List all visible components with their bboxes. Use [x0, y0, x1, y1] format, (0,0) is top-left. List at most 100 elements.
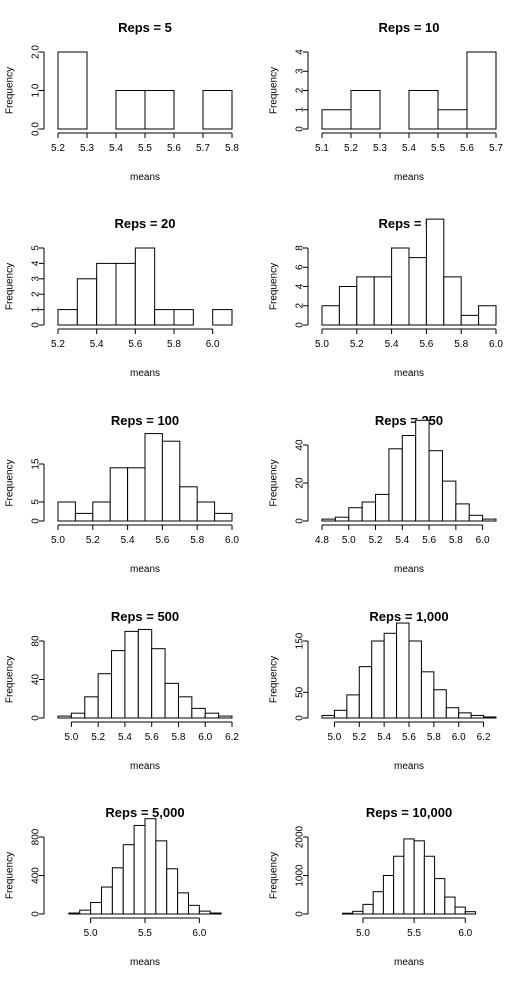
y-tick-label: 2000	[295, 825, 306, 848]
y-tick-label: 150	[295, 632, 306, 649]
histogram-bar	[333, 709, 348, 719]
x-tick-label: 5.7	[196, 143, 210, 154]
y-tick-label: 0	[31, 715, 42, 721]
panel-title: Reps = 50	[378, 216, 439, 231]
histogram-bar	[134, 247, 156, 326]
histogram-panel: Reps = 20 5.2 5.4 5.6 5.8 6.0 0 1 2 3 4 5 means Frequ…	[5, 216, 233, 379]
histogram-bar	[464, 911, 477, 915]
y-tick-label: 0	[31, 911, 42, 917]
histogram-bar	[396, 622, 410, 719]
x-tick-label: 5.2	[344, 143, 358, 154]
x-tick-label: 5.4	[118, 732, 132, 743]
histogram-bar	[70, 712, 86, 719]
histogram-bar	[358, 666, 373, 719]
x-tick-label: 5.1	[315, 143, 329, 154]
histogram-bar	[433, 689, 447, 719]
x-tick-label: 5.6	[460, 143, 474, 154]
x-tick-label: 5.0	[327, 732, 341, 743]
histogram-bar	[458, 712, 472, 719]
x-tick-label: 5.6	[167, 143, 181, 154]
x-tick-label: 5.4	[121, 535, 135, 546]
x-axis-label: means	[130, 368, 160, 379]
x-tick-label: 5.2	[352, 732, 366, 743]
x-tick-label: 5.8	[190, 535, 204, 546]
panel-title: Reps = 5,000	[105, 805, 184, 820]
histogram-panel: Reps = 1,000 5.0 5.2 5.4 5.6 5.8 6.0 6.2 0 50 150 m…	[269, 609, 497, 772]
histogram-bar	[468, 514, 484, 522]
x-tick-label: 6.2	[477, 732, 491, 743]
histogram-bar	[445, 707, 460, 719]
x-axis-label: means	[130, 172, 160, 183]
histogram-bar	[375, 493, 390, 522]
x-axis-label: means	[130, 564, 160, 575]
histogram-panel: Reps = 10 5.1 5.2 5.3 5.4 5.5 5.6 5.7 0 1 2 3 4 means…	[269, 20, 504, 183]
histogram-bar	[356, 276, 375, 326]
histogram-bar	[57, 715, 72, 719]
x-tick-label: 5.3	[80, 143, 94, 154]
histogram-bar	[214, 512, 233, 522]
histogram-bar	[166, 868, 179, 915]
x-tick-label: 5.2	[369, 535, 383, 546]
y-tick-label: 0	[295, 911, 306, 917]
x-tick-label: 6.0	[225, 535, 239, 546]
histogram-bar	[115, 90, 146, 130]
histogram-panel: Reps = 500 5.0 5.2 5.4 5.6 5.8 6.0 6.2 0 40 80 mean…	[5, 609, 240, 772]
x-tick-label: 5.4	[395, 535, 409, 546]
histogram-bar	[144, 90, 175, 130]
histogram-bar	[57, 501, 76, 522]
histogram-bar	[79, 909, 92, 915]
histogram-bar	[434, 878, 446, 915]
histogram-bar	[466, 51, 497, 130]
y-tick-label: 0	[295, 322, 306, 328]
histogram-bar	[144, 818, 157, 915]
y-tick-label: 4	[31, 260, 42, 266]
histogram-bar	[115, 262, 136, 326]
y-tick-label: 0.0	[31, 122, 42, 136]
y-tick-label: 5	[31, 499, 42, 505]
x-axis-label: means	[394, 564, 424, 575]
histogram-bar	[84, 696, 99, 719]
y-tick-label: 0	[31, 518, 42, 524]
y-tick-label: 80	[31, 635, 42, 647]
histogram-bar	[403, 838, 415, 915]
histogram-bar	[428, 450, 443, 522]
histogram-panel: Reps = 5,000 5.0 5.5 6.0 0 400 800 means Frequen…	[5, 805, 222, 968]
y-tick-label: 400	[31, 867, 42, 884]
histogram-bar	[373, 276, 393, 326]
histogram-bar	[92, 501, 111, 522]
histogram-bar	[218, 715, 233, 719]
x-tick-label: 5.3	[373, 143, 387, 154]
histogram-bar	[361, 501, 377, 522]
histogram-bar	[161, 440, 181, 522]
x-tick-label: 4.8	[315, 535, 329, 546]
x-tick-label: 6.0	[206, 339, 220, 350]
x-tick-label: 5.8	[172, 732, 186, 743]
histogram-bar	[423, 855, 436, 915]
histogram-bar	[173, 309, 194, 326]
y-tick-label: 4	[295, 49, 306, 55]
y-tick-label: 2	[31, 291, 42, 297]
x-tick-label: 5.6	[422, 535, 436, 546]
y-tick-label: 6	[295, 264, 306, 270]
histogram-bar	[408, 257, 427, 326]
y-axis-label: Frequency	[5, 459, 16, 506]
y-tick-label: 20	[295, 477, 306, 489]
x-tick-label: 5.5	[431, 143, 445, 154]
x-tick-label: 6.0	[489, 339, 503, 350]
histogram-bar	[338, 286, 358, 326]
y-axis-label: Frequency	[269, 852, 280, 899]
histogram-bar	[455, 503, 470, 522]
histogram-bar	[334, 516, 350, 522]
histogram-bar	[401, 435, 417, 522]
histogram-bar	[188, 904, 200, 915]
y-tick-label: 0	[295, 518, 306, 524]
histogram-bar	[420, 671, 435, 719]
x-tick-label: 5.2	[51, 339, 65, 350]
x-tick-label: 5.0	[64, 732, 78, 743]
panel-title: Reps = 500	[111, 609, 179, 624]
x-tick-label: 5.6	[402, 732, 416, 743]
histogram-bar	[76, 278, 98, 326]
y-tick-label: 0	[295, 715, 306, 721]
histogram-bar	[137, 628, 153, 719]
x-tick-label: 6.2	[225, 732, 239, 743]
